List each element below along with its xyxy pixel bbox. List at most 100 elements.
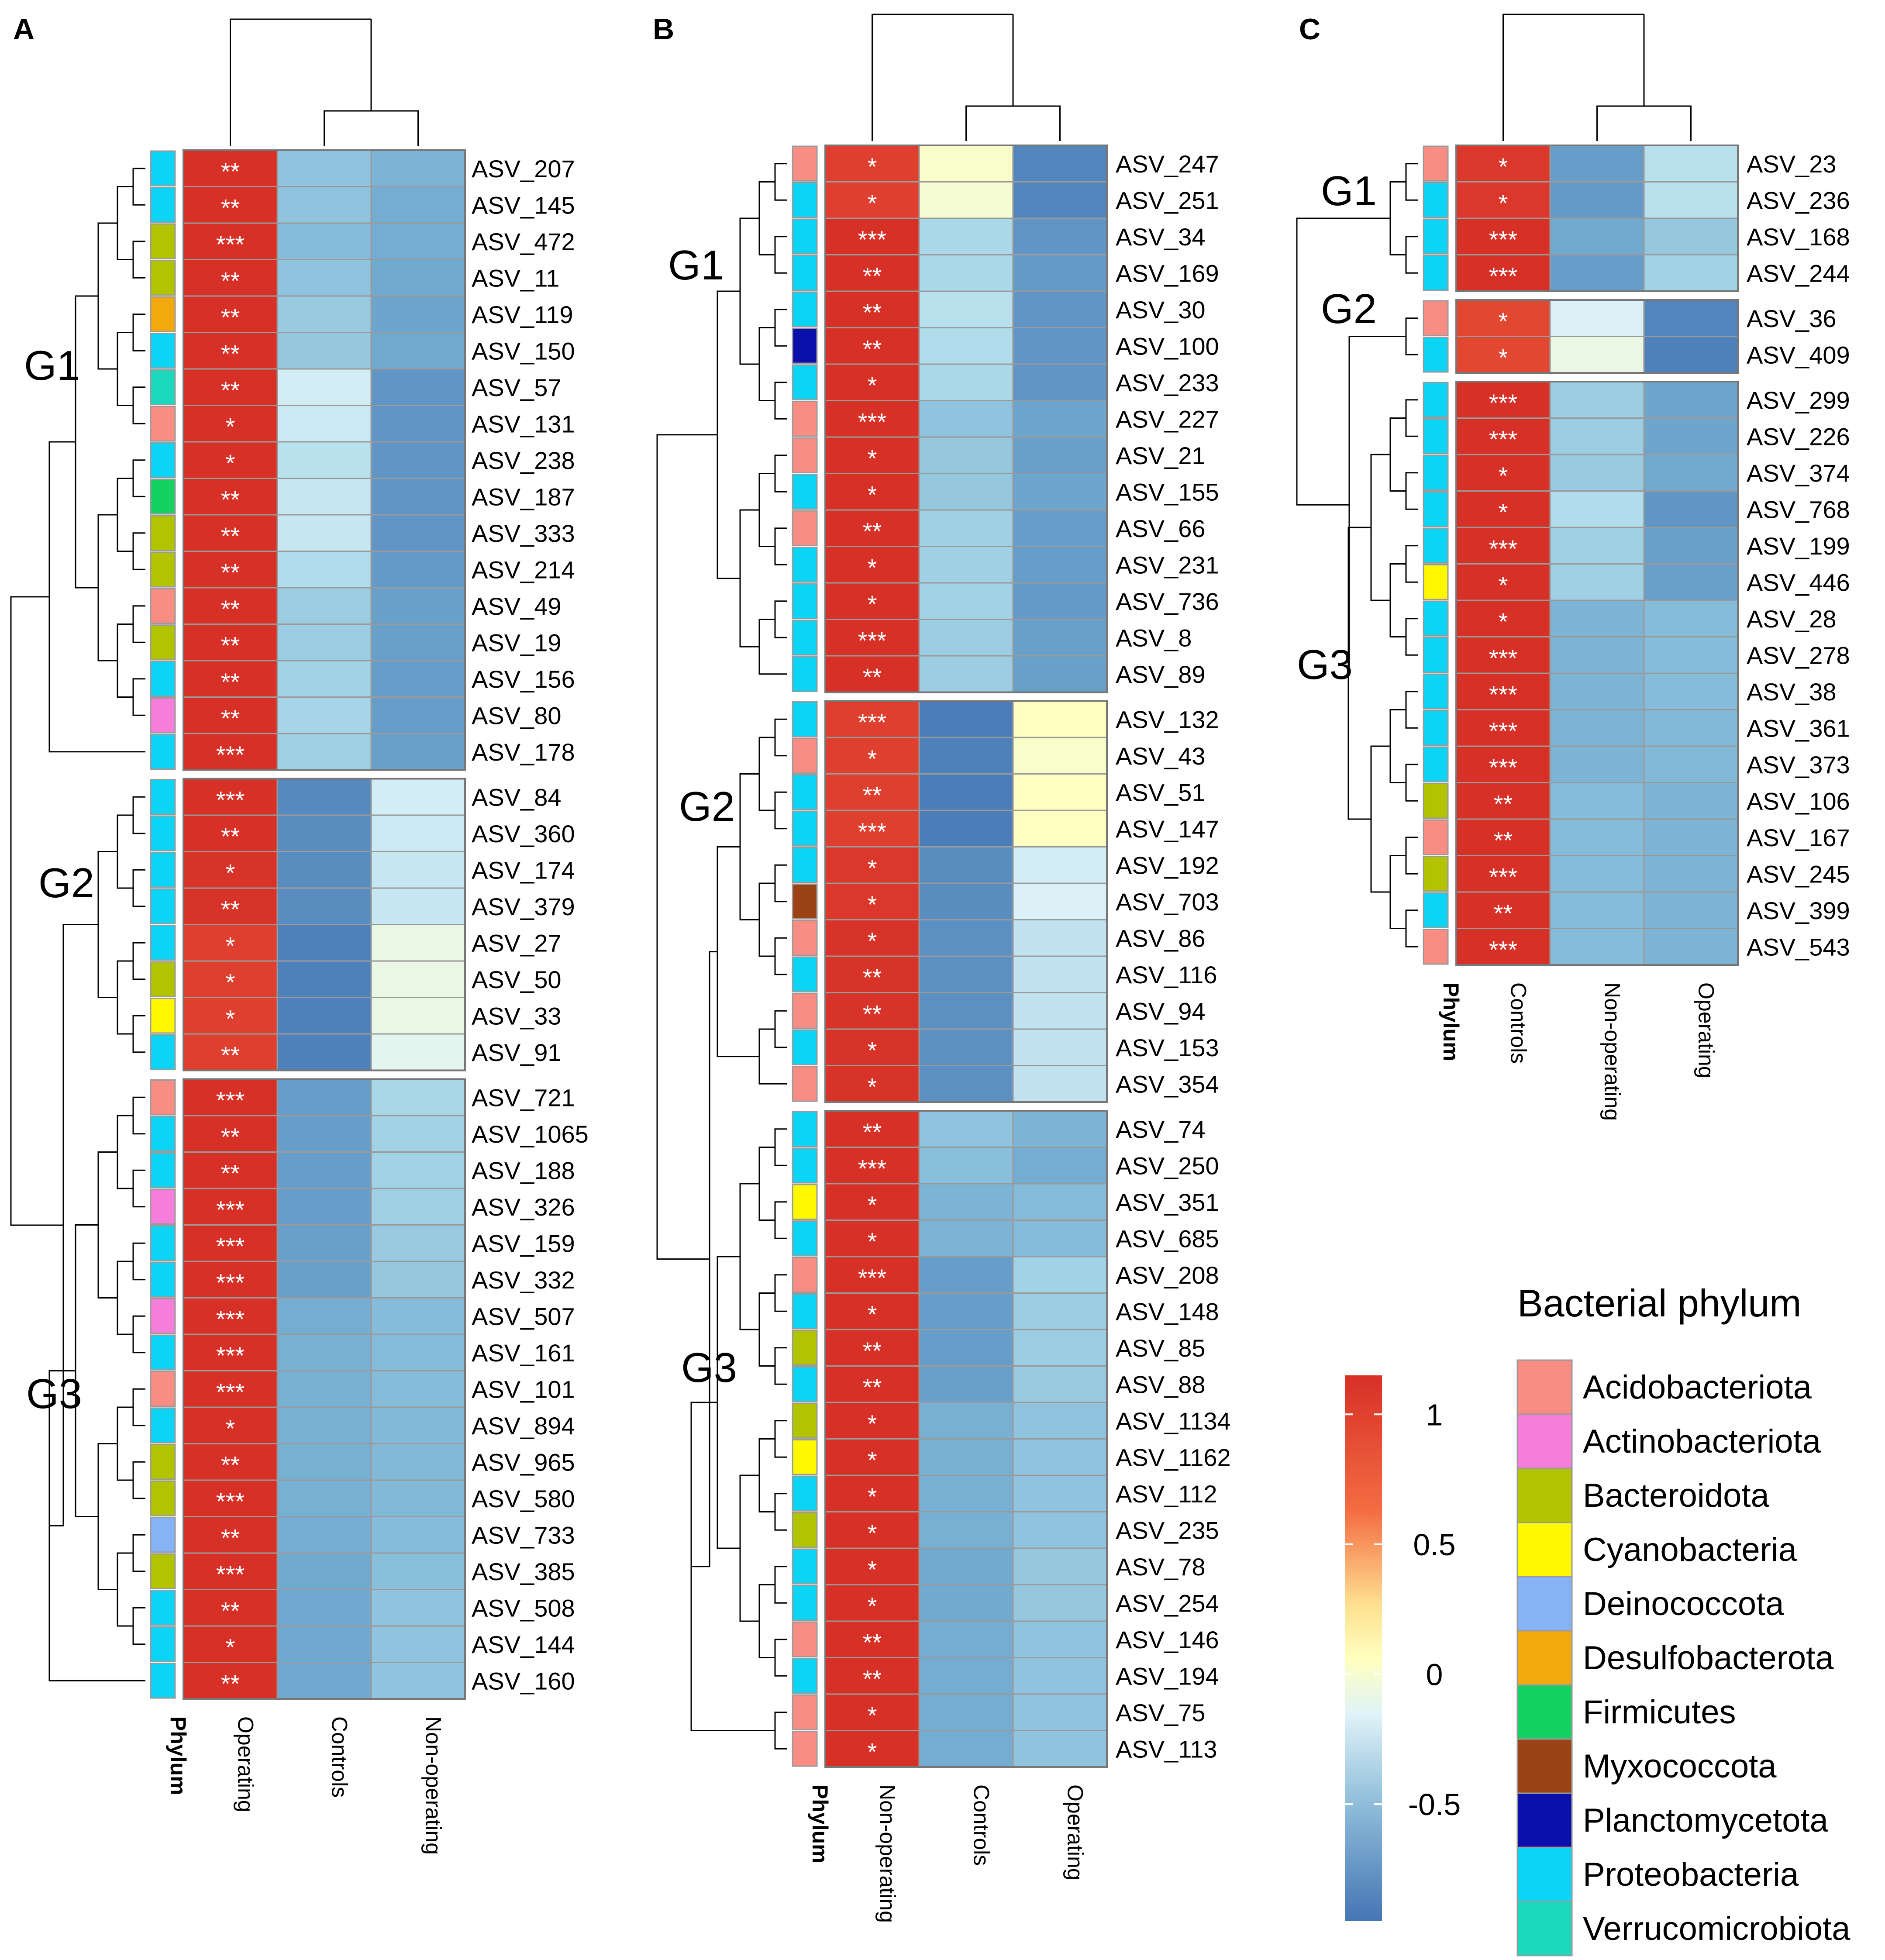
phylum-cell xyxy=(150,406,176,442)
asv-label: ASV_385 xyxy=(472,1558,575,1585)
significance-mark: ** xyxy=(221,486,240,513)
heat-cell xyxy=(1012,1693,1108,1731)
phylum-cell xyxy=(792,883,818,920)
asv-label: ASV_36 xyxy=(1747,305,1837,332)
phylum-cell xyxy=(150,1116,176,1152)
heat-cell xyxy=(370,1188,466,1226)
legend-swatch xyxy=(1516,1684,1573,1740)
phylum-cell xyxy=(792,1293,818,1330)
legend-label: Acidobacteriota xyxy=(1583,1369,1812,1406)
heat-cell xyxy=(1549,145,1645,183)
column-dendrogram xyxy=(230,18,419,146)
heat-cell xyxy=(824,546,920,584)
heat-cell xyxy=(183,1516,278,1554)
significance-mark: ** xyxy=(221,1159,240,1187)
heat-cell xyxy=(276,1625,372,1663)
phylum-cell xyxy=(1423,491,1449,527)
group-border xyxy=(824,1110,1108,1768)
heat-cell xyxy=(1012,436,1108,474)
heat-cell xyxy=(1643,454,1739,492)
heat-cell xyxy=(1012,992,1108,1030)
significance-mark: * xyxy=(868,1037,877,1064)
phylum-cell xyxy=(150,1152,176,1188)
asv-label: ASV_19 xyxy=(472,629,562,656)
phylum-cell xyxy=(150,779,176,815)
significance-mark: * xyxy=(1499,153,1508,180)
heat-cell xyxy=(370,1078,466,1116)
significance-mark: * xyxy=(226,968,235,996)
heat-cell xyxy=(1643,527,1739,565)
legend-swatch xyxy=(1516,1467,1573,1523)
asv-label: ASV_231 xyxy=(1116,551,1219,579)
heat-cell xyxy=(1643,782,1739,820)
row-dendrogram xyxy=(1296,163,1418,947)
legend-label: Planctomycetota xyxy=(1583,1802,1829,1839)
asv-label: ASV_146 xyxy=(1116,1626,1219,1653)
heat-cell xyxy=(370,1261,466,1299)
heat-cell xyxy=(1012,846,1108,884)
asv-label: ASV_379 xyxy=(472,893,575,920)
heat-cell xyxy=(1549,928,1645,966)
phylum-cell xyxy=(150,661,176,697)
significance-mark: *** xyxy=(216,1086,245,1114)
asv-label: ASV_153 xyxy=(1116,1034,1219,1061)
significance-mark: *** xyxy=(216,1378,245,1405)
heat-cell xyxy=(370,1406,466,1444)
colorbar-tick-label: -0.5 xyxy=(1408,1788,1461,1822)
asv-label: ASV_113 xyxy=(1116,1735,1217,1763)
heat-cell xyxy=(824,992,920,1030)
heat-cell xyxy=(370,1333,466,1371)
asv-label: ASV_233 xyxy=(1116,369,1219,396)
significance-mark: * xyxy=(226,1005,235,1032)
asv-label: ASV_100 xyxy=(1116,332,1219,360)
significance-mark: ** xyxy=(221,558,240,586)
heat-cell xyxy=(918,773,1014,811)
heat-cell xyxy=(276,1370,372,1408)
heat-cell xyxy=(1455,782,1551,820)
heat-cell xyxy=(1643,599,1739,637)
heat-cell xyxy=(1012,619,1108,657)
heat-cell xyxy=(1549,855,1645,893)
phylum-cell xyxy=(1423,455,1449,491)
heat-cell xyxy=(276,1151,372,1189)
phylum-cell xyxy=(792,1111,818,1147)
heat-cell xyxy=(370,887,466,925)
significance-mark: * xyxy=(1499,498,1508,526)
significance-mark: ** xyxy=(221,1670,240,1697)
significance-mark: * xyxy=(1499,189,1508,217)
asv-label: ASV_236 xyxy=(1747,186,1850,214)
asv-label: ASV_106 xyxy=(1747,787,1850,815)
phylum-cell xyxy=(1423,856,1449,892)
phylum-cell xyxy=(150,150,176,186)
group-label: G3 xyxy=(26,1371,82,1417)
asv-label: ASV_244 xyxy=(1747,259,1850,287)
heat-cell xyxy=(276,1078,372,1116)
phylum-cell xyxy=(150,1188,176,1225)
significance-mark: * xyxy=(868,590,877,618)
phylum-cell xyxy=(792,1548,818,1585)
phylum-cell xyxy=(1423,600,1449,637)
significance-mark: * xyxy=(868,481,877,508)
significance-mark: * xyxy=(868,891,877,918)
phylum-cell xyxy=(792,510,818,546)
phylum-cell xyxy=(792,218,818,255)
asv-label: ASV_278 xyxy=(1747,641,1850,669)
asv-label: ASV_188 xyxy=(472,1157,575,1184)
legend-swatch xyxy=(1516,1359,1573,1415)
heat-cell xyxy=(1012,1730,1108,1768)
significance-mark: * xyxy=(868,1519,877,1547)
heat-cell xyxy=(918,327,1014,365)
heat-cell xyxy=(1012,1547,1108,1585)
column-label: Controls xyxy=(1506,982,1531,1064)
heat-cell xyxy=(1012,1329,1108,1367)
heat-cell xyxy=(918,436,1014,474)
significance-mark: ** xyxy=(221,194,240,221)
heat-cell xyxy=(1643,490,1739,528)
heat-cell xyxy=(1012,1219,1108,1257)
heat-cell xyxy=(1643,181,1739,219)
heat-cell xyxy=(1643,818,1739,856)
significance-mark: * xyxy=(868,1702,877,1729)
heat-cell xyxy=(918,145,1014,183)
phylum-cell xyxy=(1423,218,1449,255)
